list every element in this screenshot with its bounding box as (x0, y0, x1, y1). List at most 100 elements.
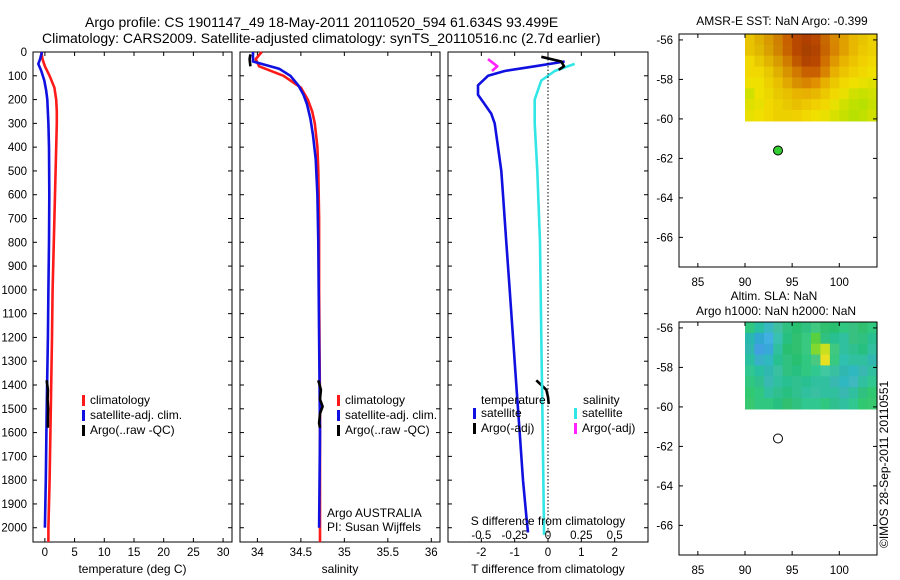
difference-s-legend-swatch (574, 423, 577, 434)
sst_map-heat-cell (820, 34, 831, 46)
sla_map-heat-cell (754, 343, 765, 356)
sla_map-heat-cell (782, 398, 793, 410)
sla-map-title-line-1: Altim. SLA: NaN (731, 289, 818, 303)
sla_map-heat-cell (820, 322, 831, 334)
salinity-x-axis-label: salinity (322, 562, 359, 576)
sla_map-heat-cell (820, 365, 831, 377)
sla_map-heat-cell (773, 322, 784, 334)
temperature-y-tick-label: 1900 (1, 499, 27, 511)
sst_map-heat-cell (839, 88, 850, 100)
sst_map-heat-cell (745, 99, 756, 111)
sst_map-heat-cell (848, 55, 859, 68)
sst_map-heat-cell (745, 110, 756, 122)
sla_map-heat-cell (867, 354, 878, 367)
temperature-x-tick-label: 15 (128, 547, 141, 559)
temperature-legend-swatch (82, 425, 85, 436)
sla_map-y-tick-label: -58 (656, 362, 673, 374)
sst_map-heat-cell (820, 99, 831, 111)
sla_map-heat-cell (867, 332, 878, 345)
difference-legend-header-salinity: salinity (583, 393, 620, 407)
sst_map-x-tick-label: 95 (786, 277, 799, 289)
sla_map-heat-cell (792, 322, 803, 334)
temperature-x-tick-label: 25 (187, 547, 200, 559)
difference-x-tick-label: 2 (611, 547, 617, 559)
temperature-y-tick-label: 1400 (1, 380, 27, 392)
sla_map-heat-cell (829, 354, 840, 367)
sst_map-heat-cell (839, 77, 850, 89)
sla_map-heat-cell (801, 376, 812, 388)
sst_map-heat-cell (801, 88, 812, 100)
sst_map-heat-cell (792, 88, 803, 100)
sst_map-heat-cell (811, 66, 822, 79)
sla_map-heat-cell (848, 332, 859, 345)
sla_map-heat-cell (763, 387, 774, 399)
sla_map-heat-cell (754, 376, 765, 388)
sst_map-heat-cell (801, 99, 812, 111)
sla_map-heat-cell (811, 343, 822, 356)
sst_map-heat-cell (792, 110, 803, 122)
sst_map-heat-cell (763, 44, 774, 57)
sst_map-heat-cell (848, 110, 859, 122)
sst_map-heat-cell (773, 77, 784, 89)
sst_map-heat-cell (792, 77, 803, 89)
sla_map-heat-cell (754, 365, 765, 377)
temperature-y-tick-label: 1100 (2, 309, 27, 321)
sst_map-heat-cell (763, 88, 774, 100)
difference-x-tick-label: -1 (510, 547, 520, 559)
temperature-y-tick-label: 100 (8, 71, 27, 83)
sst_map-heat-cell (848, 77, 859, 89)
sst_map-heat-cell (829, 34, 840, 46)
sst_map-y-tick-label: -58 (656, 74, 673, 86)
sst_map-y-tick-label: -56 (656, 35, 673, 47)
sla_map-heat-cell (745, 343, 756, 356)
sla_map-heat-cell (858, 332, 869, 345)
difference-x-axis-label: T difference from climatology (471, 562, 625, 576)
sla_map-heat-cell (867, 343, 878, 356)
sst_map-y-tick-label: -60 (656, 114, 673, 126)
temperature-y-tick-label: 200 (8, 95, 27, 107)
sst_map-heat-cell (773, 99, 784, 111)
sla_map-heat-cell (745, 387, 756, 399)
sst_map-heat-cell (801, 34, 812, 46)
sla_map-heat-cell (745, 322, 756, 334)
sla_map-heat-cell (773, 376, 784, 388)
temperature-y-tick-label: 2000 (1, 523, 27, 535)
sst_map-heat-cell (858, 66, 869, 79)
sla_map-heat-cell (801, 398, 812, 410)
sst_map-heat-cell (829, 44, 840, 57)
sla_map-heat-cell (782, 322, 793, 334)
sst_map-x-tick-label: 85 (691, 277, 704, 289)
sst_map-heat-cell (792, 99, 803, 111)
figure-title-line-2: Climatology: CARS2009. Satellite-adjuste… (42, 30, 600, 46)
salinity-legend-swatch (337, 410, 340, 421)
sla_map-heat-cell (811, 365, 822, 377)
difference-series-line (533, 62, 576, 535)
sla_map-heat-cell (848, 322, 859, 334)
sst_map-heat-cell (829, 66, 840, 79)
sst_map-heat-cell (811, 77, 822, 89)
sla_map-heat-cell (792, 332, 803, 345)
sst_map-heat-cell (782, 34, 793, 46)
sla_map-heat-cell (829, 332, 840, 345)
temperature-y-tick-label: 800 (8, 237, 27, 249)
sst_map-heat-cell (829, 88, 840, 100)
sst_map-heat-cell (867, 77, 878, 89)
sst_map-heat-cell (839, 44, 850, 57)
sst_map-heat-cell (820, 88, 831, 100)
sla_map-heat-cell (867, 398, 878, 410)
sla_map-heat-cell (811, 387, 822, 399)
sla_map-heat-cell (867, 365, 878, 377)
sla_map-heat-cell (745, 332, 756, 345)
sla_map-y-tick-label: -64 (656, 481, 673, 493)
sst_map-heat-cell (801, 77, 812, 89)
temperature-series-line (36, 51, 51, 528)
difference-profile-chart: -2 -1 0 1 2 T difference from climatology S di… (447, 51, 649, 576)
temperature-y-tick-label: 1300 (1, 356, 27, 368)
sst_map-heat-cell (858, 99, 869, 111)
sla-map-title-line-2: Argo h1000: NaN h2000: NaN (696, 304, 856, 318)
temperature-legend-swatch (82, 395, 85, 406)
sla_map-heat-cell (773, 354, 784, 367)
sla_map-argo-marker (773, 433, 783, 444)
sst_map-heat-cell (745, 77, 756, 89)
sst_map-heat-cell (839, 110, 850, 122)
